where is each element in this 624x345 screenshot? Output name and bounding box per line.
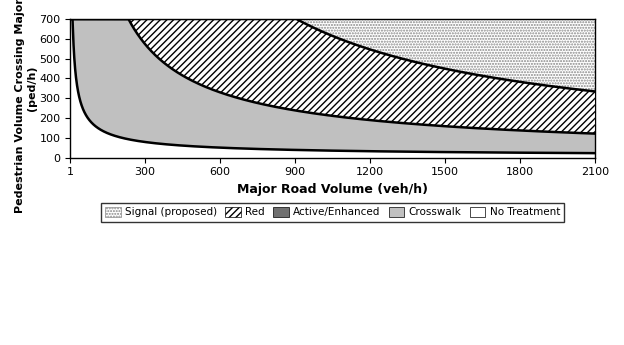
Y-axis label: Pedestrian Volume Crossing Major Road
(ped/h): Pedestrian Volume Crossing Major Road (p…: [15, 0, 37, 214]
Legend: Signal (proposed), Red, Active/Enhanced, Crosswalk, No Treatment: Signal (proposed), Red, Active/Enhanced,…: [101, 203, 564, 221]
X-axis label: Major Road Volume (veh/h): Major Road Volume (veh/h): [237, 183, 428, 196]
